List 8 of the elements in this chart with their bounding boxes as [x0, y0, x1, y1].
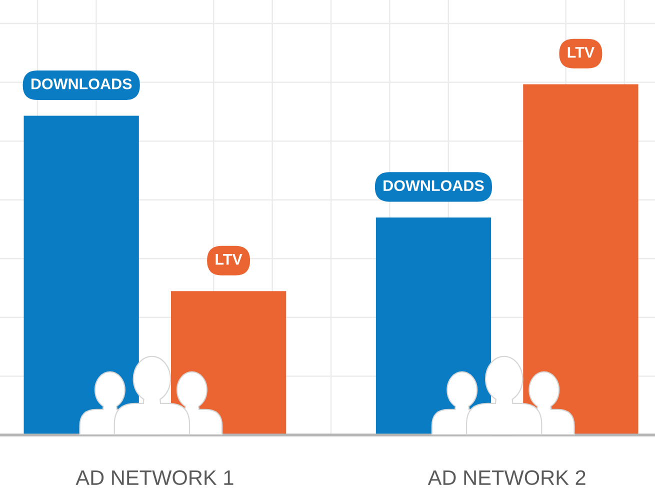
bar	[24, 116, 139, 435]
series-label: LTV	[568, 47, 594, 58]
series-label: DOWNLOADS	[31, 78, 132, 90]
bar	[523, 84, 638, 435]
text: DOWNLOADS	[384, 180, 484, 192]
text: LTV	[216, 254, 242, 265]
x-tick-label: AD NETWORK 2	[428, 470, 586, 486]
x-tick-label: AD NETWORK 1	[76, 470, 234, 486]
